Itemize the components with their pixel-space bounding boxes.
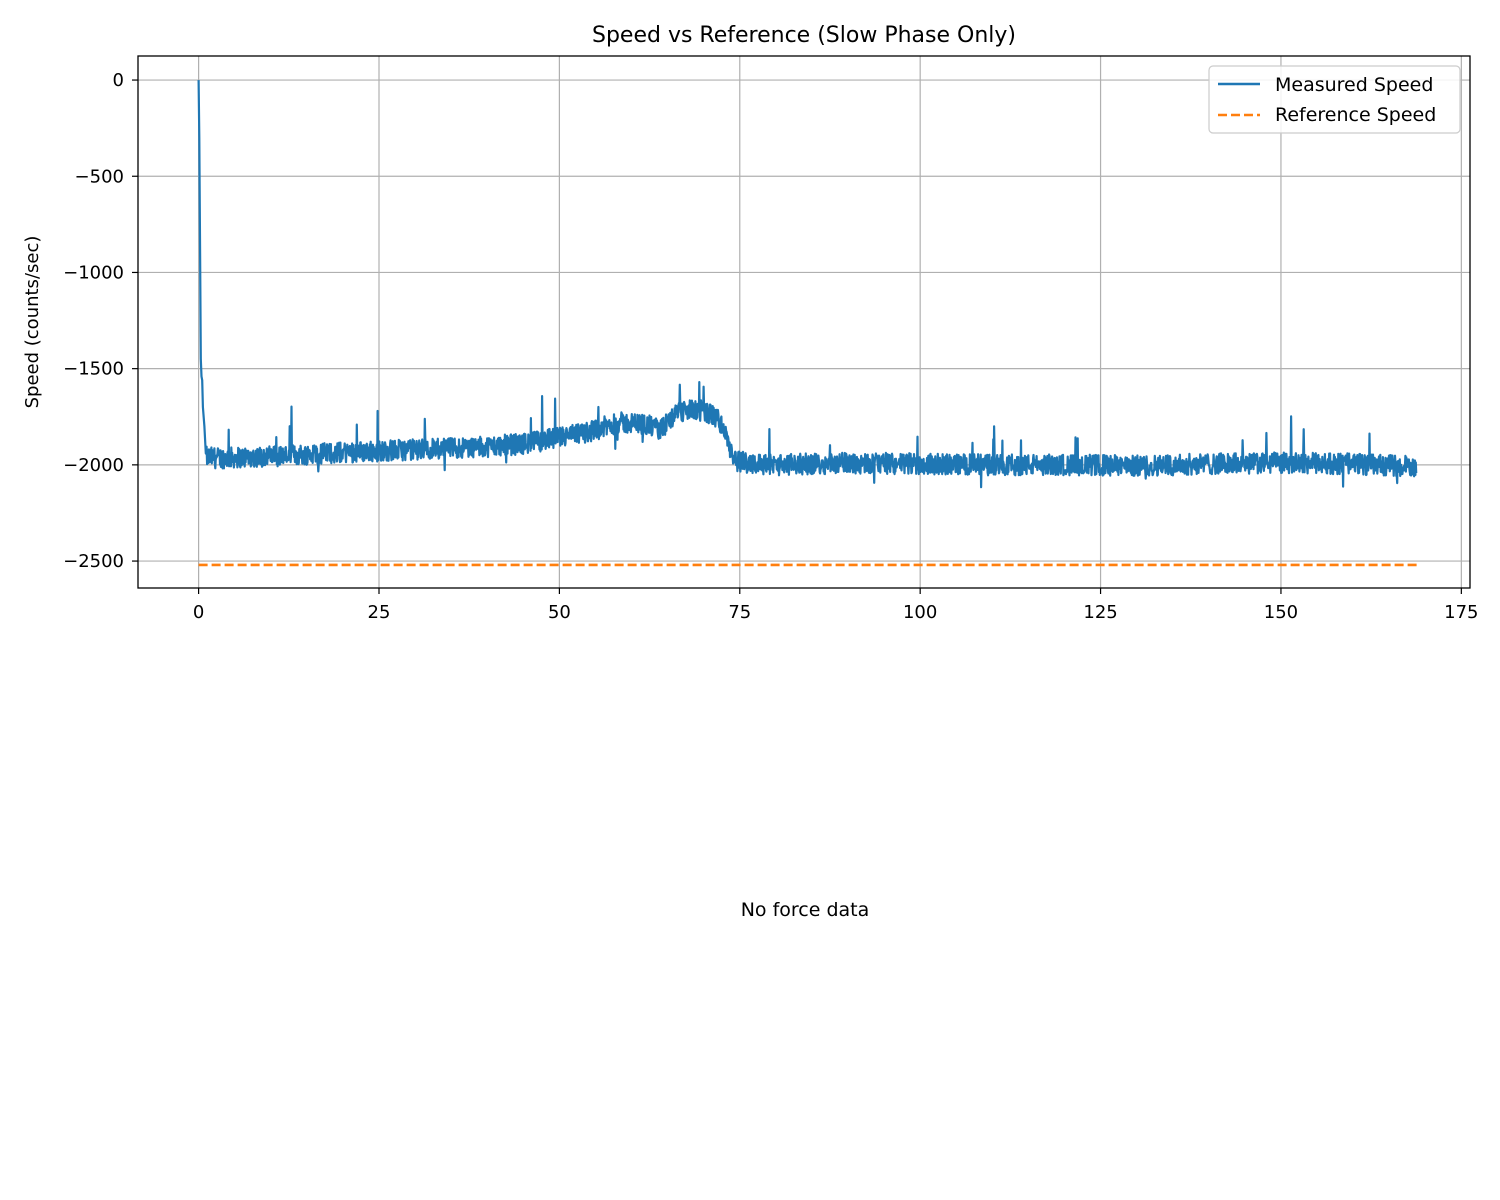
series-measured-speed [197,80,1418,489]
legend-label-reference: Reference Speed [1275,104,1436,126]
legend: Measured Speed Reference Speed [1208,65,1461,134]
x-tick-label-0: 0 [193,602,204,623]
x-tick-label-75: 75 [728,602,751,623]
x-tick-label-25: 25 [368,602,391,623]
y-tick-label-1: −500 [75,166,124,187]
x-tick-label-150: 150 [1264,602,1298,623]
measured-speed-line [197,80,1418,489]
y-tick-label-4: −2000 [63,455,124,476]
y-tick-label-3: −1500 [63,359,124,380]
plot-frame [137,55,1471,589]
legend-box [1208,65,1461,134]
y-tick-label-5: −2500 [63,551,124,572]
no-force-data-message: No force data [740,899,870,921]
legend-label-measured: Measured Speed [1275,74,1433,96]
y-axis-label: Speed (counts/sec) [22,236,43,409]
grid-lines [138,56,1470,588]
y-axis: 0 −500 −1000 −1500 −2000 −2500 [63,70,138,572]
x-axis: 0 25 50 75 100 125 150 175 [193,588,1479,623]
chart-title: Speed vs Reference (Slow Phase Only) [592,23,1016,48]
y-tick-label-0: 0 [113,70,124,91]
y-tick-label-2: −1000 [63,262,124,283]
x-tick-label-50: 50 [548,602,571,623]
x-tick-label-175: 175 [1444,602,1478,623]
x-tick-label-125: 125 [1083,602,1117,623]
x-tick-label-100: 100 [903,602,937,623]
